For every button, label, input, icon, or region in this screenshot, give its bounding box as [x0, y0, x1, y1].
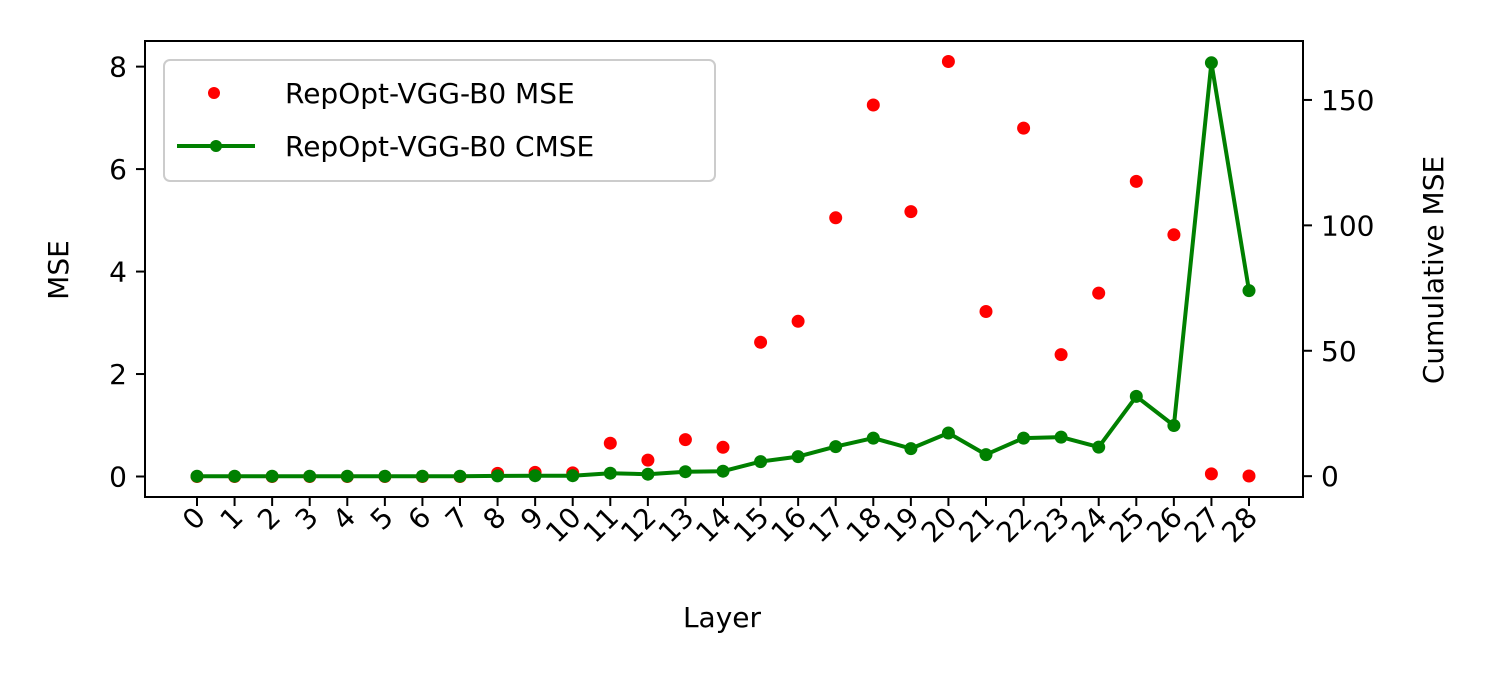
y-tick-label: 2 [109, 358, 127, 391]
legend-marker-cmse [210, 140, 222, 152]
cmse-point [1167, 419, 1181, 432]
y2-tick-label: 100 [1321, 209, 1374, 242]
cmse-point [941, 426, 955, 440]
cmse-point [190, 469, 204, 483]
mse-point [979, 305, 993, 318]
mse-point [1204, 467, 1218, 481]
cmse-point [265, 469, 279, 483]
y-tick-label: 6 [109, 153, 127, 186]
cmse-point [491, 469, 505, 483]
y-tick-label: 8 [109, 51, 127, 84]
cmse-point [528, 469, 542, 483]
mse-point [829, 211, 843, 225]
mse-point [904, 205, 918, 219]
cmse-point [340, 469, 354, 483]
cmse-point [1129, 389, 1143, 403]
cmse-point [1017, 431, 1031, 445]
y2-tick-label: 50 [1321, 335, 1357, 368]
cmse-point [979, 448, 993, 462]
mse-point [754, 335, 768, 349]
cmse-point [1204, 56, 1218, 70]
cmse-point [378, 469, 392, 483]
cmse-point [603, 466, 617, 480]
cmse-point [228, 469, 242, 483]
plot-area [190, 55, 1256, 483]
y-tick-label: 4 [109, 256, 127, 289]
mse-point [1242, 469, 1256, 483]
right-y-axis: 0 50 100 150 [1303, 84, 1374, 493]
legend: RepOpt-VGG-B0 MSE RepOpt-VGG-B0 CMSE [163, 59, 716, 182]
y2-tick-label: 0 [1321, 460, 1339, 493]
y-tick-label: 0 [109, 461, 127, 494]
cmse-point [1092, 440, 1106, 454]
mse-point [603, 436, 617, 450]
cmse-point [1054, 430, 1068, 444]
y-axis-label: MSE [42, 240, 75, 300]
mse-point [641, 453, 655, 467]
cmse-point [678, 465, 692, 479]
cmse-point [716, 464, 730, 478]
legend-label-mse: RepOpt-VGG-B0 MSE [285, 77, 575, 110]
mse-point [1129, 174, 1143, 188]
cmse-point [303, 469, 317, 483]
mse-point [1092, 286, 1106, 300]
mse-point [1017, 121, 1031, 135]
cmse-point [866, 431, 880, 445]
y2-axis-label: Cumulative MSE [1417, 156, 1450, 384]
cmse-point [415, 469, 429, 483]
cmse-point [791, 450, 805, 464]
legend-label-cmse: RepOpt-VGG-B0 CMSE [285, 130, 594, 163]
x-axis-label: Layer [683, 601, 762, 634]
mse-point [791, 314, 805, 328]
left-y-axis: 0 2 4 6 8 [109, 51, 145, 494]
legend-marker-mse [208, 87, 220, 99]
cmse-point [829, 440, 843, 454]
cmse-point [566, 469, 580, 483]
mse-point [941, 55, 955, 68]
mse-point [1167, 228, 1181, 242]
y2-tick-label: 150 [1321, 84, 1374, 117]
cmse-point [1242, 284, 1256, 298]
cmse-point [754, 455, 768, 469]
axes-frame [144, 40, 1304, 498]
cmse-point [904, 442, 918, 456]
mse-point [1054, 348, 1068, 362]
mse-point [866, 98, 880, 112]
mse-point [716, 440, 730, 454]
cmse-point [641, 467, 655, 481]
legend-box [163, 59, 716, 182]
mse-point [678, 433, 692, 447]
cmse-point [453, 469, 467, 483]
